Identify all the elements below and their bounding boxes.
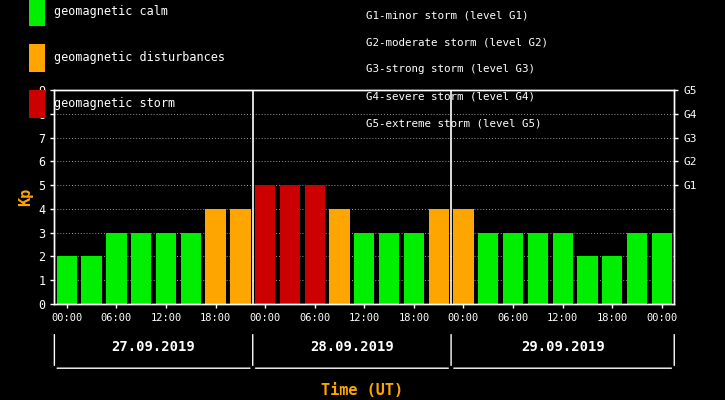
Text: 27.09.2019: 27.09.2019 bbox=[112, 340, 196, 354]
Bar bbox=[528, 233, 548, 304]
Bar bbox=[478, 233, 499, 304]
Bar bbox=[503, 233, 523, 304]
Bar bbox=[205, 209, 225, 304]
Text: 29.09.2019: 29.09.2019 bbox=[521, 340, 605, 354]
Bar bbox=[627, 233, 647, 304]
Text: G1-minor storm (level G1): G1-minor storm (level G1) bbox=[366, 10, 529, 20]
Bar bbox=[453, 209, 473, 304]
Bar bbox=[230, 209, 251, 304]
Bar bbox=[57, 256, 77, 304]
Bar bbox=[280, 185, 300, 304]
Text: 28.09.2019: 28.09.2019 bbox=[310, 340, 394, 354]
Text: geomagnetic storm: geomagnetic storm bbox=[54, 98, 175, 110]
Text: Time (UT): Time (UT) bbox=[321, 383, 404, 398]
Bar bbox=[404, 233, 424, 304]
Bar bbox=[577, 256, 597, 304]
Text: geomagnetic calm: geomagnetic calm bbox=[54, 6, 167, 18]
Text: G5-extreme storm (level G5): G5-extreme storm (level G5) bbox=[366, 119, 542, 129]
Bar bbox=[304, 185, 325, 304]
Text: G3-strong storm (level G3): G3-strong storm (level G3) bbox=[366, 64, 535, 74]
Bar bbox=[131, 233, 152, 304]
Bar bbox=[652, 233, 672, 304]
Bar bbox=[329, 209, 349, 304]
Bar bbox=[354, 233, 375, 304]
Bar bbox=[602, 256, 623, 304]
Text: G2-moderate storm (level G2): G2-moderate storm (level G2) bbox=[366, 37, 548, 47]
Bar bbox=[379, 233, 399, 304]
Bar bbox=[255, 185, 276, 304]
Text: G4-severe storm (level G4): G4-severe storm (level G4) bbox=[366, 92, 535, 102]
Y-axis label: Kp: Kp bbox=[17, 188, 33, 206]
Bar bbox=[428, 209, 449, 304]
Text: geomagnetic disturbances: geomagnetic disturbances bbox=[54, 52, 225, 64]
Bar bbox=[552, 233, 573, 304]
Bar bbox=[156, 233, 176, 304]
Bar bbox=[106, 233, 127, 304]
Bar bbox=[181, 233, 201, 304]
Bar bbox=[81, 256, 102, 304]
